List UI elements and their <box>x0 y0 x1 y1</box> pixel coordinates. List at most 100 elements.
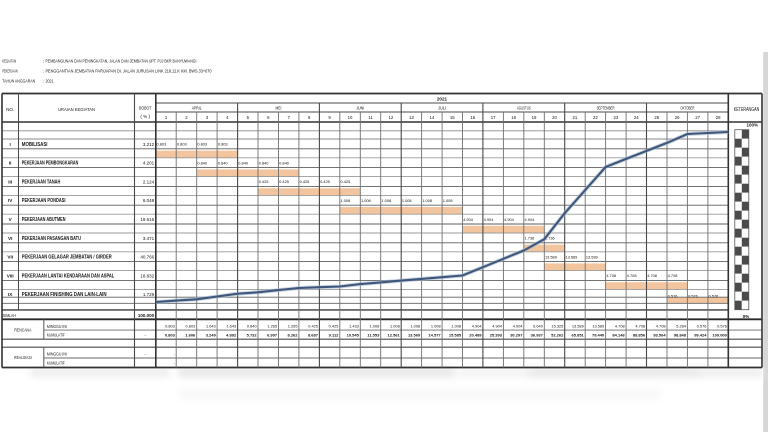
svg-text:1.643: 1.643 <box>206 323 216 328</box>
svg-text:I: I <box>10 142 11 147</box>
svg-text:65.851: 65.851 <box>572 333 585 338</box>
svg-text:20.489: 20.489 <box>469 333 482 338</box>
svg-text:TAHUN ANGGARAN: TAHUN ANGGARAN <box>2 78 35 83</box>
svg-text:2021: 2021 <box>437 97 448 102</box>
svg-text:MEI: MEI <box>275 106 281 111</box>
svg-text:0.425: 0.425 <box>279 179 289 184</box>
svg-text:1.008: 1.008 <box>410 323 420 328</box>
svg-text:0.840: 0.840 <box>197 160 208 165</box>
svg-text:28: 28 <box>716 115 721 120</box>
svg-text:4.708: 4.708 <box>615 323 625 328</box>
svg-text:13.589: 13.589 <box>592 323 604 328</box>
svg-text:15: 15 <box>450 115 455 120</box>
svg-text:0.425: 0.425 <box>341 179 351 184</box>
svg-text:BOBOT: BOBOT <box>139 105 152 110</box>
svg-text:4.708: 4.708 <box>656 323 666 328</box>
svg-text:3: 3 <box>206 115 209 120</box>
svg-text:0.840: 0.840 <box>279 160 290 165</box>
svg-text:4.904: 4.904 <box>492 323 503 328</box>
svg-text:MOBILISASI: MOBILISASI <box>22 142 48 148</box>
svg-text:99.424: 99.424 <box>694 333 707 338</box>
svg-text:0.576: 0.576 <box>717 323 727 328</box>
svg-text:17: 17 <box>491 115 496 120</box>
svg-text:5: 5 <box>247 115 250 120</box>
svg-text:IV: IV <box>8 198 13 203</box>
svg-text::: : <box>43 58 44 63</box>
svg-text:0.840: 0.840 <box>238 160 249 165</box>
svg-text:SEPTEMBER: SEPTEMBER <box>597 106 615 111</box>
svg-text:79.440: 79.440 <box>592 333 605 338</box>
svg-text:4.904: 4.904 <box>484 217 495 222</box>
svg-text:-: - <box>174 361 176 366</box>
svg-text:6.640: 6.640 <box>533 323 544 328</box>
svg-text:0.803: 0.803 <box>218 142 228 147</box>
svg-text:PENGGANTIAN JEMBATAN PARIJAPAN: PENGGANTIAN JEMBATAN PARIJAPAN DI. JALAN… <box>46 68 212 73</box>
svg-text:15.585: 15.585 <box>449 333 462 338</box>
svg-text:-: - <box>174 352 176 357</box>
svg-text:11.553: 11.553 <box>367 333 380 338</box>
svg-text:4.904: 4.904 <box>504 217 515 222</box>
svg-text:II: II <box>9 161 12 166</box>
svg-text:25: 25 <box>654 115 659 120</box>
svg-text:2: 2 <box>185 115 188 120</box>
svg-text:40.766: 40.766 <box>140 255 154 260</box>
svg-text:AGUSTUS: AGUSTUS <box>517 106 531 111</box>
svg-text:0.425: 0.425 <box>259 179 269 184</box>
svg-text:0.840: 0.840 <box>247 323 258 328</box>
svg-text:4.904: 4.904 <box>463 217 474 222</box>
svg-text:13.589: 13.589 <box>572 323 584 328</box>
svg-text:1.008: 1.008 <box>451 323 461 328</box>
svg-text:1.008: 1.008 <box>390 323 400 328</box>
svg-text:36.937: 36.937 <box>531 333 544 338</box>
svg-text:25.393: 25.393 <box>490 333 503 338</box>
svg-text:8: 8 <box>308 115 311 120</box>
svg-text:93.564: 93.564 <box>653 333 666 338</box>
svg-text::: : <box>43 68 44 73</box>
svg-text:7: 7 <box>288 115 291 120</box>
svg-text:PEMBANGUNAN DAN PENINGKATAN, J: PEMBANGUNAN DAN PENINGKATAN, JALAN DAN J… <box>46 58 197 63</box>
svg-text:1.008: 1.008 <box>443 198 453 203</box>
svg-text:NO.: NO. <box>6 107 14 112</box>
svg-text:24: 24 <box>634 115 639 120</box>
svg-text:19.616: 19.616 <box>140 217 154 222</box>
svg-text:1.008: 1.008 <box>381 198 391 203</box>
svg-text:12: 12 <box>389 115 394 120</box>
svg-text:1.008: 1.008 <box>422 198 432 203</box>
svg-text:1.736: 1.736 <box>525 236 535 241</box>
svg-text:6.048: 6.048 <box>143 198 155 203</box>
svg-text:10: 10 <box>348 115 353 120</box>
svg-text:0.425: 0.425 <box>320 179 330 184</box>
svg-text:0.576: 0.576 <box>668 293 678 298</box>
svg-text:0.803: 0.803 <box>165 333 176 338</box>
svg-text:20: 20 <box>552 115 557 120</box>
svg-text:JUMLAH: JUMLAH <box>2 313 16 318</box>
svg-text:16: 16 <box>470 115 475 120</box>
svg-text:3.249: 3.249 <box>206 333 217 338</box>
svg-text:4.708: 4.708 <box>647 273 657 278</box>
svg-text:0.840: 0.840 <box>259 160 270 165</box>
svg-text:PEKERJAAN PONDASI: PEKERJAAN PONDASI <box>22 198 66 204</box>
svg-text:0%: 0% <box>743 314 750 319</box>
svg-text:6.997: 6.997 <box>267 333 278 338</box>
svg-text:5.732: 5.732 <box>247 333 258 338</box>
svg-text:0.576: 0.576 <box>688 293 698 298</box>
svg-text:4: 4 <box>226 115 229 120</box>
svg-text:9: 9 <box>328 115 331 120</box>
svg-text:1.606: 1.606 <box>185 333 196 338</box>
svg-text:22: 22 <box>593 115 598 120</box>
svg-text:100.000: 100.000 <box>138 313 155 318</box>
svg-text:18.832: 18.832 <box>140 273 154 278</box>
svg-text:2.124: 2.124 <box>143 179 155 184</box>
svg-text:VIII: VIII <box>7 273 14 278</box>
svg-text:PEKERJAAN ABUTMEN: PEKERJAAN ABUTMEN <box>22 217 66 223</box>
svg-text:13: 13 <box>409 115 414 120</box>
svg-text:23: 23 <box>613 115 618 120</box>
svg-text:0.425: 0.425 <box>300 179 310 184</box>
svg-text:13.589: 13.589 <box>565 254 577 259</box>
svg-text:4.892: 4.892 <box>226 333 237 338</box>
svg-text:1.433: 1.433 <box>349 323 359 328</box>
svg-text:4.708: 4.708 <box>668 273 678 278</box>
svg-text:PEKERJAAN GELAGAR JEMBATAN / G: PEKERJAAN GELAGAR JEMBATAN / GIRDER <box>22 255 112 261</box>
svg-text:PEKERJAAN: PEKERJAAN <box>2 68 18 73</box>
svg-text:-: - <box>144 352 146 357</box>
